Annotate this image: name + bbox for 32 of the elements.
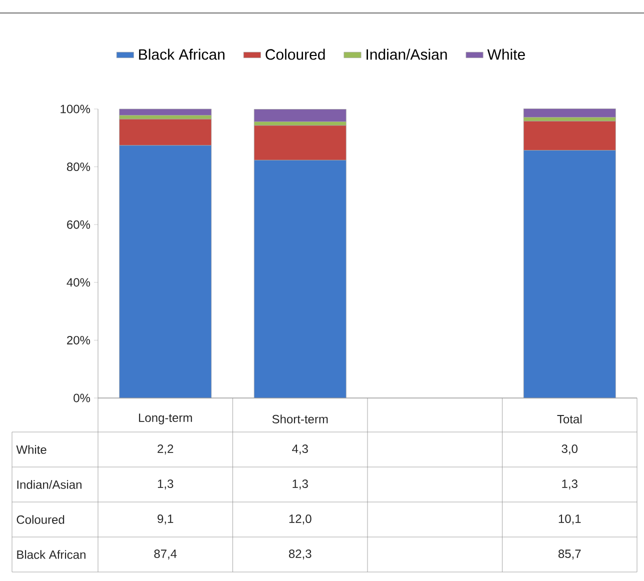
bar [254,109,346,122]
legend-label: Coloured [266,48,325,60]
y-tick-label: 80% [66,162,90,172]
y-tick-label: 60% [67,220,90,229]
data-label: 4,3 [292,444,308,454]
text: Coloured [16,515,64,524]
legend-label: Indian/Asian [366,48,447,60]
legend-label: White [487,48,525,60]
data-label: 85,7 [558,550,581,560]
y-tick-label: 100% [60,104,90,114]
data-label: 1,3 [562,480,578,490]
text: Black African [17,550,86,559]
bar [119,108,212,116]
y-tick-label: 20% [67,336,90,344]
text: Indian/Asian [17,480,82,489]
y-tick-label: 40% [66,278,90,287]
y-tick-label: 0% [74,394,90,402]
text: White [16,445,46,454]
data-label: 12,0 [289,514,312,524]
x-tick-label: Long-term [139,414,192,424]
data-label: 87,4 [154,550,177,560]
data-label: 3,0 [562,444,578,454]
data-label: 1,3 [292,480,308,490]
x-tick-label: Total [557,414,582,424]
data-label: 82,3 [288,550,312,560]
data-label: 10,1 [558,514,581,524]
data-label: 1,3 [158,480,174,490]
legend-label: Black African [139,48,224,60]
bar [523,108,616,118]
data-label: 9,1 [158,514,174,524]
x-tick-label: Short-term [272,414,328,424]
data-label: 2,2 [158,444,174,454]
